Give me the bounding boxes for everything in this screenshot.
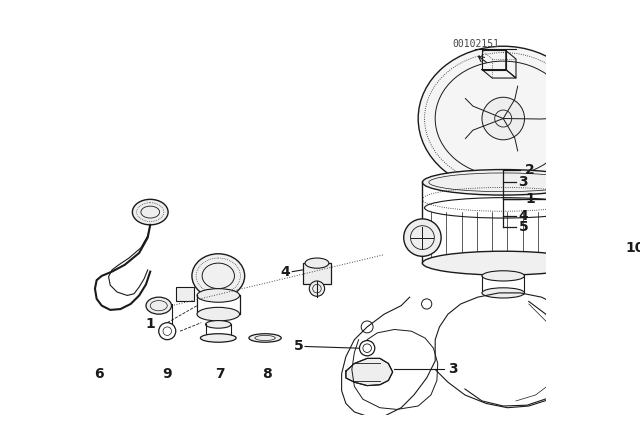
Circle shape	[309, 281, 324, 296]
Ellipse shape	[132, 199, 168, 225]
Text: 1: 1	[525, 192, 535, 207]
Ellipse shape	[418, 46, 588, 191]
Text: 5: 5	[294, 340, 303, 353]
Text: 9: 9	[163, 367, 172, 381]
Ellipse shape	[249, 334, 281, 342]
Bar	[303, 263, 331, 284]
Circle shape	[159, 323, 176, 340]
Circle shape	[404, 219, 441, 256]
Ellipse shape	[305, 258, 329, 268]
Text: 1: 1	[145, 317, 155, 332]
Text: 6: 6	[94, 367, 104, 381]
Ellipse shape	[482, 271, 525, 281]
Text: 00102151: 00102151	[452, 39, 499, 49]
Text: 2: 2	[525, 163, 535, 177]
Ellipse shape	[200, 334, 236, 342]
Ellipse shape	[197, 307, 239, 321]
Circle shape	[607, 239, 621, 253]
Text: 3: 3	[448, 362, 458, 376]
Ellipse shape	[197, 289, 239, 302]
Text: 8: 8	[262, 367, 271, 381]
Text: 4: 4	[281, 265, 291, 279]
Ellipse shape	[422, 169, 584, 195]
Polygon shape	[346, 358, 393, 386]
Bar	[482, 51, 506, 69]
Text: 5: 5	[518, 220, 528, 234]
Ellipse shape	[482, 288, 525, 298]
Text: 4: 4	[518, 209, 528, 224]
Ellipse shape	[422, 251, 584, 275]
Ellipse shape	[146, 297, 172, 314]
Ellipse shape	[205, 320, 231, 328]
Circle shape	[360, 340, 375, 356]
Text: 2: 2	[639, 316, 640, 330]
Text: 7: 7	[215, 367, 225, 381]
Bar	[176, 287, 195, 301]
Ellipse shape	[192, 254, 244, 298]
Text: 3: 3	[518, 175, 528, 190]
Text: 10: 10	[626, 241, 640, 255]
Circle shape	[482, 97, 525, 140]
